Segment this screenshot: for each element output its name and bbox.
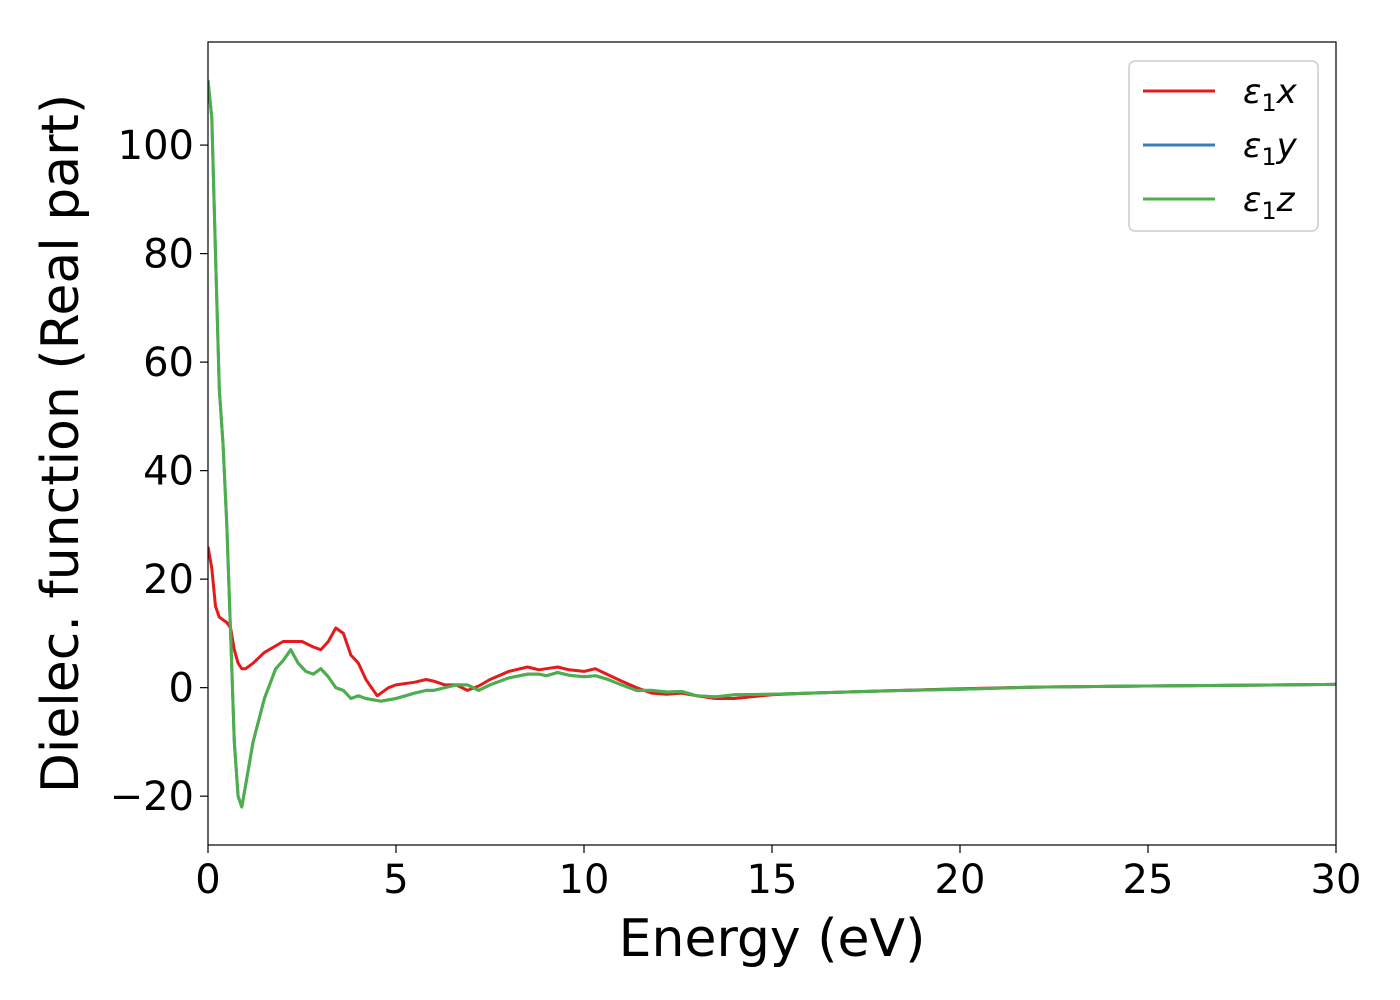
legend-label-z: ε1z	[1243, 180, 1296, 225]
x-tick-label: 25	[1123, 857, 1174, 903]
y-tick-label: 100	[118, 123, 194, 169]
x-tick-label: 5	[383, 857, 408, 903]
x-tick-label: 10	[559, 857, 610, 903]
x-tick-label: 15	[747, 857, 798, 903]
legend: ε1x ε1y ε1z	[1128, 60, 1319, 232]
y-axis: −20 0 20 40 60 80 100	[110, 123, 208, 820]
x-axis-title: Energy (eV)	[619, 909, 926, 969]
y-axis-title: Dielec. function (Real part)	[31, 94, 91, 793]
y-tick-label: 40	[143, 449, 194, 495]
x-tick-label: 30	[1311, 857, 1362, 903]
plot-area	[208, 79, 1336, 809]
series-line-x	[208, 546, 1336, 700]
x-axis: 0 5 10 15 20 25 30	[195, 845, 1361, 903]
y-tick-label: 20	[143, 557, 194, 603]
series-line-z	[208, 79, 1336, 809]
y-tick-label: 80	[143, 232, 194, 278]
legend-label-x: ε1x	[1243, 72, 1298, 117]
legend-label-y: ε1y	[1243, 126, 1298, 171]
x-tick-label: 20	[935, 857, 986, 903]
y-tick-label: 60	[143, 340, 194, 386]
legend-box	[1128, 60, 1319, 232]
y-tick-label: 0	[169, 666, 194, 712]
y-tick-label: −20	[110, 774, 194, 820]
x-tick-label: 0	[195, 857, 220, 903]
